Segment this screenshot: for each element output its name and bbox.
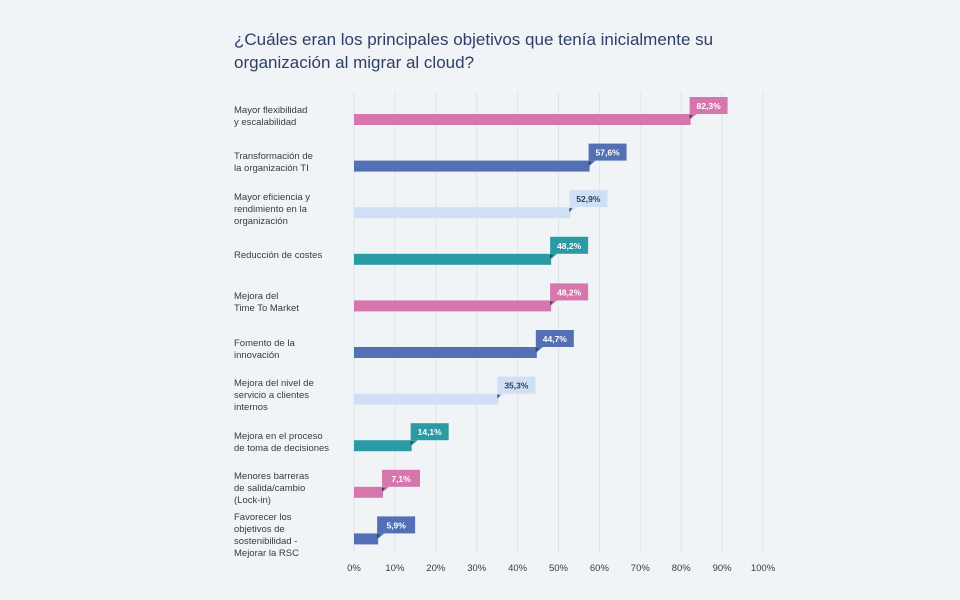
data-label-box <box>550 236 589 254</box>
data-label-pointer-tip <box>588 161 592 166</box>
x-tick-label: 20% <box>426 563 446 574</box>
data-label-box <box>569 190 608 208</box>
category-label-line: sostenibilidad - <box>234 535 298 547</box>
data-label: 35,3% <box>504 381 529 391</box>
x-tick-label: 80% <box>672 563 692 574</box>
data-label: 82,3% <box>697 101 722 111</box>
data-label-box <box>689 97 728 114</box>
category-label-line: de salida/cambio <box>234 483 306 495</box>
x-tick-label: 100% <box>751 563 776 574</box>
bar <box>354 253 552 265</box>
category-label-line: y escalabilidad <box>234 116 297 128</box>
category-label-line: Favorecer los <box>234 511 292 523</box>
data-label: 5,9% <box>386 520 406 530</box>
data-label: 14,1% <box>418 427 443 437</box>
category-label-line: servicio a clientes <box>234 390 309 402</box>
category-label-line: objetivos de <box>234 523 285 535</box>
x-tick-label: 0% <box>347 563 361 574</box>
data-label-pointer-tip <box>550 301 554 306</box>
x-tick-label: 70% <box>631 563 651 574</box>
data-label: 7,1% <box>391 474 411 484</box>
data-label-box <box>410 423 449 441</box>
x-tick-label: 90% <box>713 563 733 574</box>
bar <box>354 300 552 312</box>
bar <box>354 486 384 498</box>
category-label-line: innovación <box>234 349 280 361</box>
category-label: Mayor eficiencia y rendimiento en la organ… <box>234 192 344 228</box>
category-label-line: Reducción de costes <box>234 250 323 262</box>
category-label: Mejora del nivel de servicio a clientes in… <box>234 378 344 414</box>
x-tick-label: 50% <box>549 563 569 574</box>
category-label: Mayor flexibilidad y escalabilidad <box>234 105 344 129</box>
category-label-line: Mejora del nivel de <box>234 378 314 390</box>
data-label-box <box>588 143 627 161</box>
data-label: 44,7% <box>543 334 568 344</box>
category-label-line: internos <box>234 402 268 414</box>
category-label: Reducción de costes <box>234 250 344 262</box>
category-label: Mejora en el proceso de toma de decisione… <box>234 431 344 455</box>
category-label: Menores barreras de salida/cambio (Lock-in… <box>234 471 344 507</box>
category-label-line: Mayor flexibilidad <box>234 104 308 116</box>
data-label-pointer-tip <box>535 348 539 352</box>
category-label-line: la organización TI <box>234 163 309 175</box>
data-label: 57,6% <box>596 148 621 158</box>
bar <box>354 114 691 125</box>
data-label: 48,2% <box>557 241 582 251</box>
data-label-box <box>377 516 416 534</box>
data-label-pointer-tip <box>497 394 501 399</box>
category-label: Fomento de la innovación <box>234 338 344 362</box>
bar <box>354 207 571 219</box>
data-label: 48,2% <box>557 287 582 297</box>
x-tick-label: 30% <box>467 563 487 574</box>
bar <box>354 347 537 358</box>
bar <box>354 533 379 545</box>
category-label-line: Mayor eficiencia y <box>234 191 311 203</box>
category-label-line: Mejorar la RSC <box>234 547 299 559</box>
data-label-pointer-tip <box>689 115 693 119</box>
data-label-box <box>497 376 536 394</box>
x-tick-label: 10% <box>385 563 405 574</box>
category-label-line: Mejora del <box>234 290 279 302</box>
category-label: Transformación de la organización TI <box>234 151 344 175</box>
data-label-pointer-tip <box>382 487 386 492</box>
category-label-line: Menores barreras <box>234 471 309 483</box>
data-label-pointer-tip <box>569 208 573 213</box>
category-label-line: Fomento de la <box>234 337 295 349</box>
category-label-line: Mejora en el proceso <box>234 430 323 442</box>
category-label-line: rendimiento en la <box>234 203 307 215</box>
data-label-pointer-tip <box>377 534 381 539</box>
category-label-line: de toma de decisiones <box>234 442 330 454</box>
bar <box>354 160 590 172</box>
data-label-box <box>550 283 589 301</box>
bar <box>354 393 499 405</box>
category-label-line: Time To Market <box>234 302 299 314</box>
data-label-box <box>535 330 574 347</box>
category-label: Favorecer los objetivos de sostenibilidad … <box>234 512 344 560</box>
bar <box>354 440 412 452</box>
category-label-line: (Lock-in) <box>234 495 271 507</box>
data-label-pointer-tip <box>410 441 414 446</box>
data-label-pointer-tip <box>550 254 554 259</box>
x-tick-label: 40% <box>508 563 528 574</box>
data-label-box <box>382 469 421 487</box>
category-label-line: organización <box>234 215 288 227</box>
chart-title: ¿Cuáles eran los principales objetivos q… <box>234 30 714 72</box>
category-label-line: Transformación de <box>234 151 313 163</box>
x-tick-label: 60% <box>590 563 610 574</box>
category-label: Mejora del Time To Market <box>234 291 344 315</box>
data-label: 52,9% <box>576 194 601 204</box>
